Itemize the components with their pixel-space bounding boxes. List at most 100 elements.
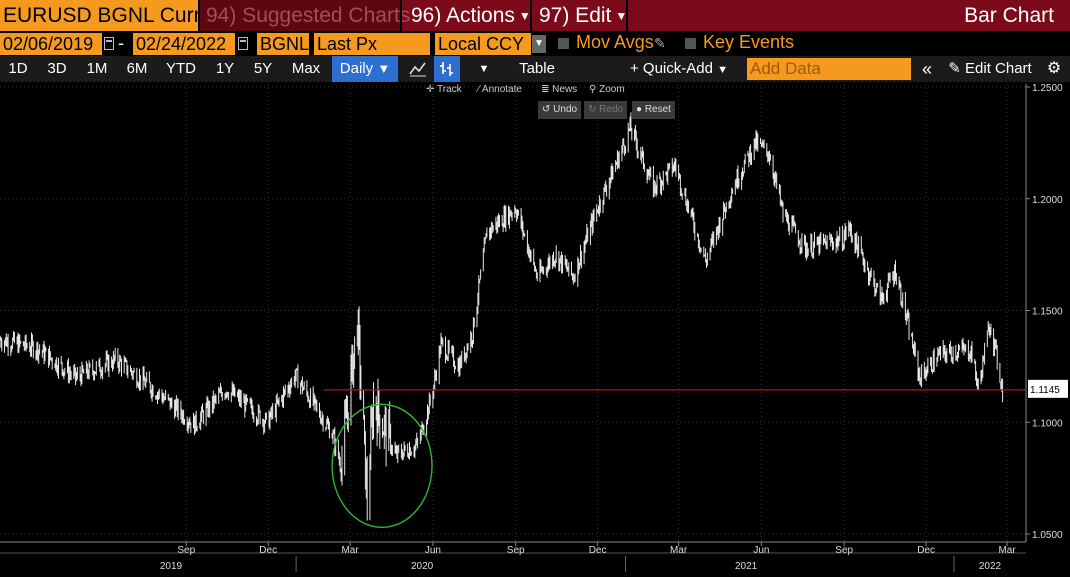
price-chart[interactable]: 1.2500 1.2000 1.1500 1.1000 1.0500 Sep Dec Mar J…	[0, 82, 1070, 577]
redo-label: Redo	[599, 104, 624, 115]
x-tick-label: Mar	[341, 545, 359, 556]
key-events-checkbox[interactable]	[685, 38, 696, 49]
source-field[interactable]: BGNL	[257, 33, 309, 55]
quick-add-label: Quick-Add	[642, 60, 713, 77]
edit-chart-button[interactable]: ✎ Edit Chart	[942, 56, 1038, 82]
y-tick-label: 1.1000	[1032, 418, 1063, 429]
key-events-label[interactable]: Key Events	[703, 32, 795, 52]
track-tool[interactable]: ✛ Track	[426, 82, 462, 98]
x-tick-label: Dec	[589, 545, 607, 556]
actions-label: 96) Actions	[411, 4, 515, 27]
pencil-icon[interactable]: ✎	[654, 35, 666, 51]
line-chart-icon[interactable]	[404, 56, 432, 82]
chevron-down-icon: ▼	[717, 64, 729, 76]
toolbar: 1D 3D 1M 6M YTD 1Y 5Y Max Daily ▼ ▼ Tabl…	[0, 56, 1070, 82]
x-tick-label: Dec	[917, 545, 935, 556]
divider	[198, 0, 200, 31]
track-label: Track	[437, 84, 462, 95]
x-tick-label: Sep	[507, 545, 525, 556]
undo-button[interactable]: ↺ Undo	[538, 101, 582, 119]
calendar-icon[interactable]	[238, 37, 248, 50]
chevron-down-icon: ▼	[615, 8, 628, 23]
start-date-field[interactable]: 02/06/2019	[0, 33, 102, 55]
range-1y-button[interactable]: 1Y	[215, 60, 235, 77]
x-tick-label: Jun	[425, 545, 441, 556]
pencil-icon: ⁄	[478, 84, 480, 95]
last-value-label: 1.1145	[1030, 385, 1060, 396]
range-6m-button[interactable]: 6M	[126, 60, 148, 77]
divider	[626, 0, 628, 31]
news-label: News	[552, 84, 578, 95]
x-tick-label: Mar	[998, 545, 1016, 556]
news-tool[interactable]: ≣ News	[541, 82, 577, 98]
gear-icon[interactable]: ⚙	[1046, 60, 1062, 77]
x-tick-label: Jun	[753, 545, 769, 556]
news-icon: ≣	[541, 84, 550, 95]
x-tick-label: Dec	[259, 545, 277, 556]
title-bar: EURUSD BGNL Curnc 94) Suggested Charts 9…	[0, 0, 1070, 31]
range-5y-button[interactable]: 5Y	[253, 60, 273, 77]
last-value-box	[1028, 379, 1068, 398]
redo-button[interactable]: ↻ Redo	[584, 101, 628, 119]
year-label: 2021	[735, 561, 758, 572]
undo-label: Undo	[553, 104, 578, 115]
year-label: 2019	[160, 561, 183, 572]
chevron-down-icon: ▼	[377, 61, 391, 76]
year-label: 2020	[411, 561, 434, 572]
year-label: 2022	[979, 561, 1002, 572]
mov-avgs-label[interactable]: Mov Avgs	[576, 32, 654, 52]
chevron-down-icon[interactable]: ▼	[532, 35, 546, 53]
range-1d-button[interactable]: 1D	[8, 60, 28, 77]
chevron-down-icon[interactable]: ▼	[478, 63, 490, 75]
currency-selector[interactable]: Local CCY	[435, 33, 531, 55]
annotation-circle	[331, 403, 433, 528]
x-tick-label: Sep	[177, 545, 195, 556]
reset-label: Reset	[644, 104, 671, 115]
y-tick-label: 1.0500	[1032, 530, 1063, 541]
chart-type-title: Bar Chart	[964, 4, 1054, 27]
x-tick-label: Mar	[670, 545, 688, 556]
range-max-button[interactable]: Max	[291, 60, 321, 77]
ticker-field[interactable]: EURUSD BGNL Curnc	[0, 0, 216, 31]
actions-menu[interactable]: 96) Actions ▼	[404, 0, 531, 31]
divider	[400, 0, 402, 31]
parameter-bar: 02/06/2019 - 02/24/2022 BGNL Last Px Loc…	[0, 31, 1070, 56]
pencil-icon: ✎	[948, 60, 961, 77]
crosshair-icon: ✛	[426, 84, 435, 95]
annotate-label: Annotate	[481, 84, 522, 95]
zoom-label: Zoom	[599, 84, 625, 95]
end-date-field[interactable]: 02/24/2022	[133, 33, 235, 55]
edit-label: 97) Edit	[539, 4, 612, 27]
suggested-charts-menu[interactable]: 94) Suggested Charts	[200, 0, 410, 31]
range-3d-button[interactable]: 3D	[47, 60, 67, 77]
redo-icon: ↻	[588, 104, 597, 115]
edit-chart-label: Edit Chart	[965, 60, 1032, 77]
mov-avgs-checkbox[interactable]	[558, 38, 569, 49]
range-1m-button[interactable]: 1M	[86, 60, 108, 77]
edit-menu[interactable]: 97) Edit ▼	[534, 0, 628, 31]
collapse-left-icon[interactable]: «	[921, 59, 932, 79]
y-tick-label: 1.2000	[1032, 195, 1063, 206]
magnifier-icon: ⚲	[589, 84, 597, 95]
calendar-icon[interactable]	[104, 37, 114, 50]
range-ytd-button[interactable]: YTD	[166, 60, 196, 77]
annotate-tool[interactable]: ⁄ Annotate	[478, 82, 522, 98]
quick-add-button[interactable]: + Quick-Add ▼	[620, 56, 738, 82]
y-tick-label: 1.2500	[1032, 83, 1063, 94]
add-data-input[interactable]: Add Data	[747, 58, 911, 80]
period-selector[interactable]: Daily ▼	[332, 56, 398, 82]
period-label: Daily	[339, 60, 374, 77]
x-tick-label: Sep	[835, 545, 853, 556]
table-button[interactable]: Table	[519, 60, 555, 77]
plus-icon: +	[629, 60, 639, 77]
y-tick-label: 1.1500	[1032, 307, 1063, 318]
chevron-down-icon: ▼	[518, 8, 531, 23]
zoom-tool[interactable]: ⚲ Zoom	[589, 82, 625, 98]
field-selector[interactable]: Last Px	[314, 33, 430, 55]
undo-icon: ↺	[542, 104, 551, 115]
bar-chart-icon[interactable]	[434, 56, 460, 82]
price-bars	[0, 112, 1004, 521]
reset-button[interactable]: ● Reset	[632, 101, 675, 119]
divider	[530, 0, 532, 31]
date-range-dash: -	[118, 33, 124, 53]
